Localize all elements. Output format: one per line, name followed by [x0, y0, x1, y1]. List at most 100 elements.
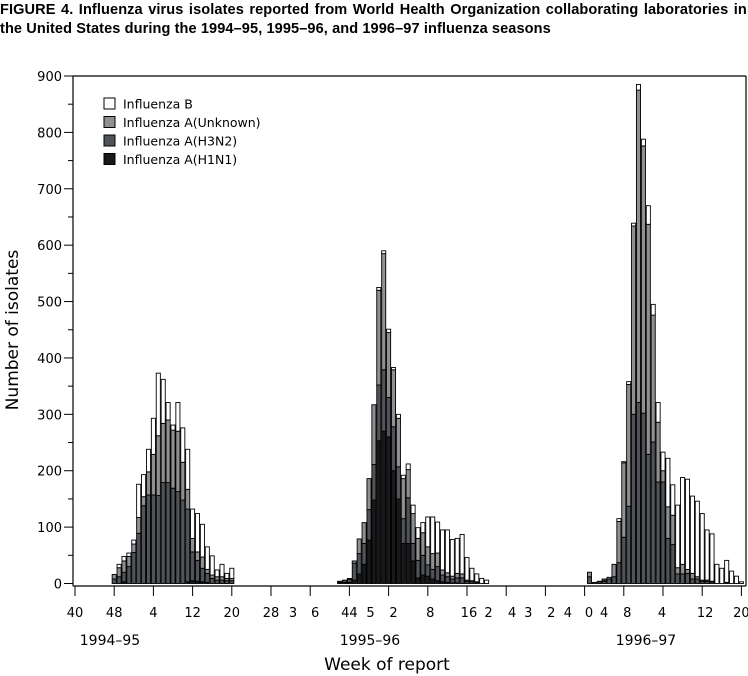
- bar-influenza-a-h3n2: [155, 495, 161, 584]
- bar-influenza-a-unknown: [170, 429, 176, 489]
- bar-influenza-a-h1n1: [381, 430, 387, 584]
- bar-influenza-b: [709, 533, 715, 582]
- bar-influenza-a-unknown: [636, 89, 642, 403]
- x-tick-label: 40: [67, 606, 84, 621]
- bar-influenza-a-h1n1: [391, 470, 397, 584]
- x-tick-label: 6: [311, 606, 319, 621]
- bar-influenza-a-h3n2: [425, 564, 431, 577]
- bar-influenza-a-h3n2: [395, 466, 401, 500]
- y-tick-label: 100: [37, 521, 62, 536]
- bar-influenza-b: [175, 402, 181, 432]
- bar-influenza-a-h3n2: [660, 481, 666, 584]
- bar-influenza-a-unknown: [145, 471, 151, 496]
- bar-influenza-a-h3n2: [420, 554, 426, 576]
- bar-influenza-a-h1n1: [366, 539, 372, 584]
- bar-influenza-a-unknown: [356, 538, 362, 555]
- bar-influenza-b: [391, 367, 397, 371]
- bar-influenza-b: [145, 448, 151, 473]
- bar-influenza-b: [650, 303, 656, 316]
- bar-influenza-b: [454, 537, 460, 574]
- x-tick-label: 4: [564, 606, 572, 621]
- bar-influenza-a-unknown: [665, 506, 671, 539]
- bar-influenza-b: [425, 516, 431, 548]
- bar-influenza-b: [136, 483, 142, 518]
- bar-influenza-b: [444, 529, 450, 574]
- bar-influenza-a-h3n2: [405, 497, 411, 544]
- bar-influenza-a-h1n1: [400, 543, 406, 584]
- x-tick-label: 20: [733, 606, 748, 621]
- bar-influenza-a-h3n2: [680, 573, 686, 584]
- bar-influenza-a-unknown: [680, 563, 686, 575]
- bar-influenza-a-unknown: [626, 383, 632, 507]
- legend: Influenza B Influenza A(Unknown) Influenza…: [103, 97, 261, 167]
- bar-influenza-b: [484, 579, 490, 584]
- bar-influenza-a-h3n2: [209, 577, 215, 584]
- x-tick-label: 12: [184, 606, 201, 621]
- bar-influenza-a-h3n2: [185, 508, 191, 583]
- y-tick-label: 600: [37, 239, 62, 254]
- legend-label-influenza-a-h1n1: Influenza A(H1N1): [123, 152, 237, 167]
- bar-influenza-a-h3n2: [136, 532, 142, 584]
- bar-influenza-b: [738, 581, 744, 584]
- x-tick-label: 3: [524, 606, 532, 621]
- bar-influenza-a-h3n2: [415, 559, 421, 579]
- bar-influenza-a-unknown: [640, 145, 646, 414]
- bar-influenza-a-unknown: [376, 289, 382, 386]
- bar-influenza-b: [131, 539, 137, 545]
- bar-influenza-b: [689, 495, 695, 574]
- bar-influenza-b: [694, 500, 700, 578]
- bar-influenza-a-h1n1: [420, 574, 426, 584]
- bar-influenza-a-unknown: [199, 556, 205, 569]
- bar-influenza-a-h1n1: [410, 560, 416, 584]
- bar-influenza-b: [631, 222, 637, 227]
- bar-influenza-b: [155, 372, 161, 437]
- bar-influenza-a-h3n2: [645, 453, 651, 584]
- bar-influenza-b: [626, 381, 632, 385]
- bar-influenza-a-unknown: [150, 453, 156, 496]
- bar-influenza-b: [704, 529, 710, 581]
- bar-influenza-b: [160, 378, 166, 424]
- bar-influenza-b: [141, 474, 147, 498]
- bar-influenza-a-unknown: [175, 430, 181, 493]
- x-tick-label: 16: [461, 606, 478, 621]
- bar-influenza-a-h3n2: [410, 543, 416, 562]
- bar-influenza-a-unknown: [190, 537, 196, 553]
- bar-influenza-b: [636, 84, 642, 91]
- y-tick-label: 900: [37, 70, 62, 85]
- bar-influenza-a-h3n2: [386, 396, 392, 438]
- bar-influenza-a-h3n2: [371, 464, 377, 501]
- bar-influenza-b: [165, 402, 171, 421]
- bar-influenza-b: [675, 504, 681, 569]
- bar-influenza-a-h3n2: [665, 537, 671, 584]
- bar-influenza-a-unknown: [675, 567, 681, 575]
- bar-influenza-a-unknown: [685, 568, 691, 574]
- bar-influenza-a-unknown: [596, 580, 602, 583]
- bar-influenza-b: [386, 328, 392, 334]
- bar-influenza-b: [665, 457, 671, 508]
- bar-influenza-b: [376, 287, 382, 291]
- bar-influenza-b: [435, 521, 441, 554]
- bar-influenza-a-h3n2: [199, 567, 205, 583]
- bar-influenza-a-h3n2: [631, 413, 637, 584]
- bar-influenza-b: [229, 567, 235, 579]
- bar-influenza-a-unknown: [440, 569, 446, 576]
- bar-influenza-b: [400, 474, 406, 480]
- bar-influenza-a-unknown: [346, 577, 352, 581]
- bar-influenza-a-h3n2: [621, 536, 627, 584]
- bar-influenza-b: [116, 563, 122, 569]
- bar-influenza-b: [714, 563, 720, 584]
- x-tick-label: 0: [585, 606, 593, 621]
- bar-influenza-a-h3n2: [145, 494, 151, 584]
- bar-influenza-b: [214, 569, 220, 578]
- bar-influenza-b: [680, 477, 686, 565]
- bar-influenza-a-h3n2: [116, 576, 122, 584]
- bar-influenza-b: [381, 250, 387, 255]
- bar-influenza-b: [724, 559, 730, 583]
- bar-influenza-a-h3n2: [449, 578, 455, 584]
- x-tick-label: 28: [263, 606, 280, 621]
- bar-influenza-a-unknown: [219, 576, 225, 581]
- bar-influenza-a-unknown: [180, 461, 186, 501]
- bar-influenza-a-h1n1: [415, 577, 421, 584]
- y-tick-label: 0: [54, 578, 62, 593]
